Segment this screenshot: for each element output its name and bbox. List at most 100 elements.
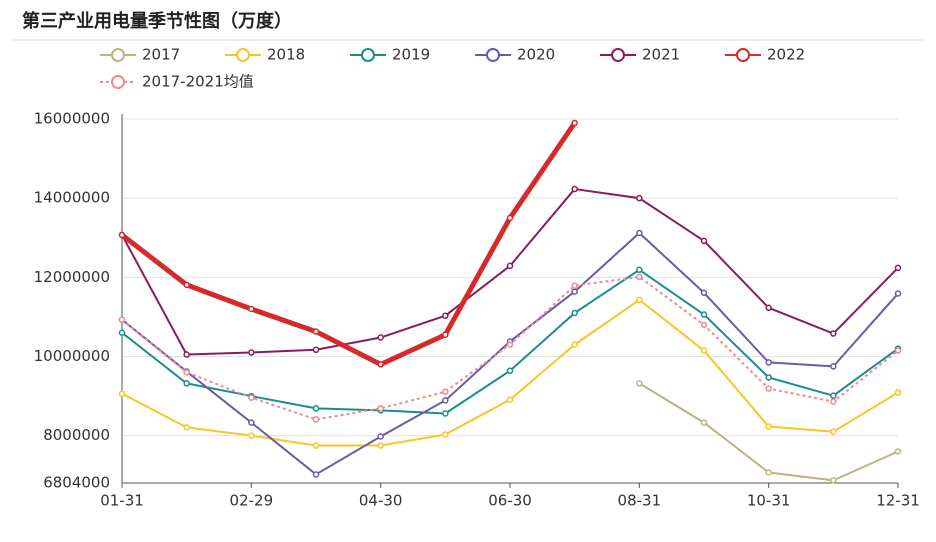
point <box>894 448 902 455</box>
point <box>830 428 837 435</box>
point <box>506 341 514 348</box>
point <box>700 347 708 354</box>
series-line <box>120 121 577 367</box>
point <box>700 289 708 297</box>
point <box>636 380 643 387</box>
point <box>442 397 449 404</box>
point <box>118 329 126 336</box>
point <box>248 432 255 439</box>
legend-marker <box>486 48 500 62</box>
point <box>183 281 190 289</box>
point <box>506 367 514 374</box>
point <box>700 419 708 426</box>
point <box>377 334 384 341</box>
point <box>506 262 514 270</box>
point <box>830 398 837 405</box>
legend-marker <box>111 48 125 62</box>
point <box>183 380 190 387</box>
legend-label: 2019 <box>392 46 430 64</box>
point <box>248 349 255 356</box>
point <box>312 416 320 423</box>
point <box>377 361 384 368</box>
point <box>571 288 578 295</box>
legend-label: 2017-2021均值 <box>142 73 254 91</box>
point <box>700 321 708 329</box>
point <box>765 374 772 381</box>
legend-marker <box>111 75 125 89</box>
point <box>442 388 449 395</box>
point <box>765 359 772 366</box>
point <box>312 471 320 478</box>
point <box>830 330 837 337</box>
point <box>894 389 902 396</box>
legend-marker <box>361 48 375 62</box>
point <box>442 410 449 417</box>
point <box>118 231 126 239</box>
x-tick-label: 12-31 <box>876 492 920 510</box>
legend-label: 2020 <box>517 46 555 64</box>
point <box>377 405 384 412</box>
x-tick-label: 10-31 <box>747 492 791 510</box>
point <box>183 424 190 431</box>
point <box>571 282 578 289</box>
point <box>312 442 320 449</box>
y-tick-label: 12000000 <box>34 268 110 286</box>
point <box>377 433 384 440</box>
x-tick-label: 02-29 <box>230 492 274 510</box>
point <box>830 477 837 484</box>
legend-label: 2018 <box>267 46 305 64</box>
point <box>377 442 384 449</box>
y-tick-label: 6804000 <box>43 474 110 492</box>
legend-label: 2022 <box>767 46 805 64</box>
legend-marker <box>736 48 750 62</box>
point <box>571 309 578 317</box>
point <box>183 351 190 358</box>
x-tick-label: 04-30 <box>359 492 403 510</box>
legend-label: 2017 <box>142 46 180 64</box>
point <box>248 419 255 426</box>
point <box>506 396 514 403</box>
point <box>442 312 449 319</box>
y-tick-label: 8000000 <box>43 426 110 444</box>
y-tick-label: 10000000 <box>34 347 110 365</box>
point <box>700 311 708 318</box>
point <box>571 341 578 348</box>
point <box>765 423 772 430</box>
point <box>571 185 578 193</box>
point <box>636 296 643 304</box>
chart-title: 第三产业用电量季节性图（万度） <box>22 10 292 32</box>
point <box>894 347 902 354</box>
series-line <box>638 382 899 482</box>
point <box>442 331 449 338</box>
point <box>636 266 643 274</box>
legend-marker <box>236 48 250 62</box>
y-tick-label: 14000000 <box>34 189 110 207</box>
x-tick-label: 01-31 <box>100 492 144 510</box>
point <box>312 328 320 335</box>
x-tick-label: 08-31 <box>618 492 662 510</box>
legend-label: 2021 <box>642 46 680 64</box>
point <box>700 237 708 245</box>
x-tick-label: 06-30 <box>488 492 532 510</box>
point <box>183 369 190 376</box>
point <box>571 119 578 127</box>
point <box>636 229 643 237</box>
point <box>118 316 126 323</box>
point <box>312 405 320 412</box>
point <box>442 431 449 438</box>
point <box>830 363 837 370</box>
point <box>894 290 902 297</box>
point <box>894 264 902 272</box>
point <box>506 214 514 222</box>
legend-marker <box>611 48 625 62</box>
point <box>636 194 643 202</box>
point <box>830 392 837 399</box>
point <box>765 469 772 476</box>
y-tick-label: 16000000 <box>34 110 110 128</box>
point <box>765 385 772 392</box>
point <box>636 273 643 281</box>
point <box>312 346 320 354</box>
point <box>248 394 255 401</box>
point <box>248 305 255 313</box>
